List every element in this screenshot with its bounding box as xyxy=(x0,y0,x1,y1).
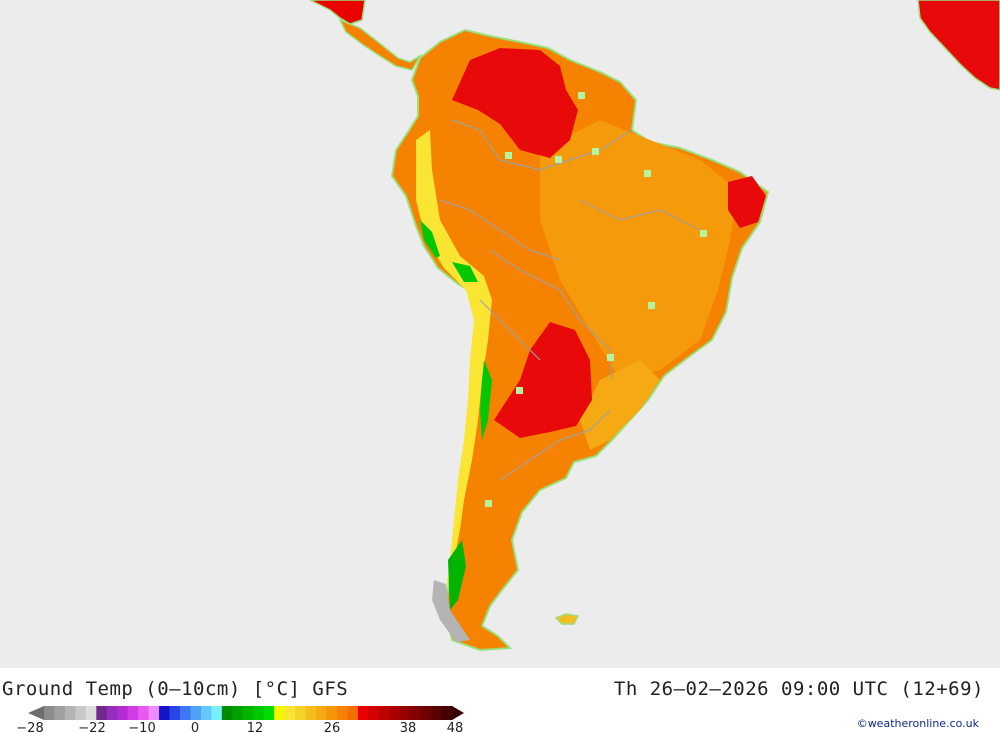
andes-cold-bolivia xyxy=(452,262,478,282)
northeast-brazil-hot-zone xyxy=(728,176,766,228)
legend-swatch xyxy=(316,706,327,720)
credit-link[interactable]: ©weatheronline.co.uk xyxy=(856,717,979,730)
legend-swatch xyxy=(326,706,338,720)
legend-swatch xyxy=(169,706,181,720)
legend-swatch xyxy=(232,706,244,720)
patagonia-cold xyxy=(448,540,466,610)
station-markers xyxy=(485,92,707,507)
tierra-snow xyxy=(432,580,470,642)
color-legend: −28 −22 −10 0 12 26 38 48 xyxy=(16,706,464,733)
legend-swatch xyxy=(211,706,223,720)
weather-map xyxy=(0,0,1000,668)
legend-swatch xyxy=(117,706,129,720)
legend-swatch xyxy=(253,706,265,720)
legend-swatch xyxy=(263,706,275,720)
legend-swatch xyxy=(336,706,348,720)
falklands xyxy=(554,613,580,625)
legend-swatch xyxy=(75,706,87,720)
legend-swatch xyxy=(148,706,160,720)
legend-swatch xyxy=(431,706,442,720)
legend-arrow-left xyxy=(28,706,44,720)
legend-tick-label: −28 xyxy=(16,721,43,733)
legend-swatch xyxy=(44,706,55,720)
central-america-isthmus xyxy=(338,18,423,71)
legend-swatch xyxy=(85,706,97,720)
legend-swatch xyxy=(378,706,390,720)
legend-swatch xyxy=(284,706,296,720)
legend-swatch xyxy=(106,706,118,720)
andes-cold-chile xyxy=(480,360,492,440)
legend-swatch xyxy=(200,706,212,720)
legend-swatch xyxy=(357,706,369,720)
andes-cold-peru xyxy=(420,220,440,258)
africa-corner xyxy=(917,0,1000,91)
legend-swatch xyxy=(138,706,150,720)
legend-swatch xyxy=(159,706,170,720)
map-title: Ground Temp (0–10cm) [°C] GFS xyxy=(2,678,349,700)
legend-swatch xyxy=(441,706,453,720)
legend-swatch xyxy=(420,706,432,720)
map-footer xyxy=(0,668,1000,733)
legend-tick-label: −10 xyxy=(128,721,155,733)
legend-swatch xyxy=(347,706,359,720)
legend-tick-label: 48 xyxy=(447,721,464,733)
chaco-hot-zone xyxy=(494,322,592,438)
legend-arrow-right xyxy=(452,706,464,720)
legend-swatch xyxy=(96,706,108,720)
legend-swatch xyxy=(127,706,139,720)
legend-swatch xyxy=(221,706,233,720)
southern-brazil-mild xyxy=(580,360,660,450)
legend-tick-label: 26 xyxy=(324,721,341,733)
legend-tick-label: 12 xyxy=(247,721,264,733)
legend-swatch xyxy=(295,706,306,720)
legend-swatch xyxy=(305,706,317,720)
legend-swatch xyxy=(274,706,286,720)
legend-tick-label: −22 xyxy=(78,721,105,733)
legend-swatch xyxy=(54,706,66,720)
legend-swatch xyxy=(389,706,401,720)
legend-swatch xyxy=(242,706,254,720)
legend-swatch xyxy=(190,706,202,720)
legend-swatch xyxy=(180,706,191,720)
venezuela-hot-zone xyxy=(452,48,578,158)
legend-swatch xyxy=(368,706,380,720)
legend-tick-label: 0 xyxy=(191,721,199,733)
brazil-warm-zone xyxy=(540,120,738,380)
valid-time: Th 26–02–2026 09:00 UTC (12+69) xyxy=(613,678,984,700)
legend-swatch xyxy=(399,706,411,720)
legend-tick-label: 38 xyxy=(400,721,417,733)
legend-swatch xyxy=(64,706,76,720)
legend-swatch xyxy=(410,706,422,720)
